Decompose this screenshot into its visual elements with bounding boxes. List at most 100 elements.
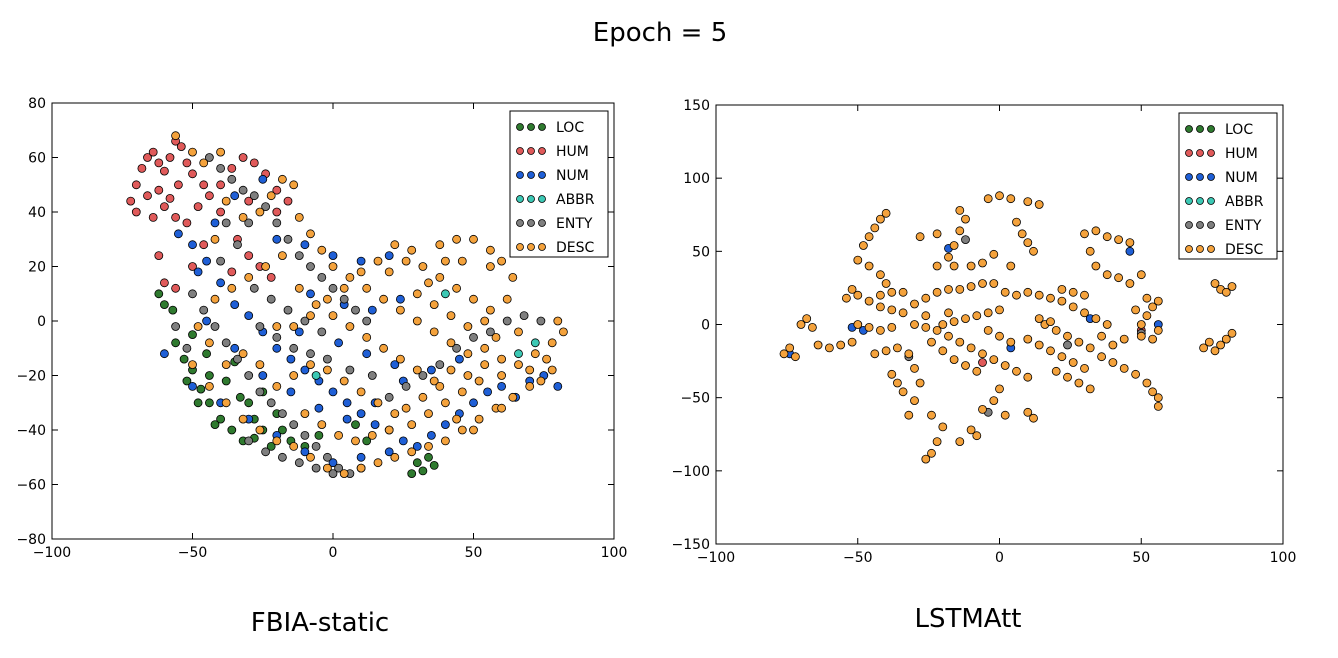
legend-marker-loc (527, 123, 535, 131)
data-point-num (370, 420, 380, 430)
data-point-loc (204, 398, 214, 408)
data-point-hum (216, 180, 226, 190)
data-point-desc (961, 314, 970, 324)
data-point-loc (221, 376, 231, 386)
y-tick-label: 40 (28, 205, 46, 221)
data-point-desc (983, 194, 993, 204)
data-point-loc (179, 354, 189, 364)
data-point-desc (1023, 334, 1033, 344)
data-point-loc (182, 376, 192, 386)
data-point-desc (547, 365, 557, 375)
data-point-desc (1091, 314, 1101, 324)
data-point-desc (289, 180, 299, 190)
data-point-hum (165, 193, 175, 203)
data-point-desc (418, 392, 428, 402)
legend-marker-num (538, 171, 546, 179)
data-point-hum (193, 202, 203, 212)
data-point-desc (1148, 302, 1157, 312)
data-point-desc (1148, 387, 1157, 397)
data-point-enty (328, 283, 338, 293)
data-point-hum (244, 196, 254, 206)
data-point-desc (1091, 226, 1101, 236)
data-point-hum (978, 358, 987, 367)
data-point-desc (938, 346, 948, 356)
data-point-desc (944, 284, 953, 294)
data-point-desc (300, 409, 310, 419)
legend-marker-loc (516, 123, 524, 131)
data-point-desc (921, 293, 931, 303)
data-point-desc (497, 354, 507, 364)
data-point-desc (379, 294, 389, 304)
data-point-hum (182, 158, 192, 168)
data-point-desc (1102, 232, 1112, 242)
data-point-desc (1210, 279, 1220, 288)
legend-marker-num (1196, 173, 1204, 181)
data-point-desc (1210, 346, 1220, 356)
data-point-hum (266, 272, 276, 282)
data-point-num (334, 338, 344, 348)
data-point-loc (412, 458, 422, 468)
data-point-num (159, 349, 169, 359)
data-point-hum (171, 212, 181, 222)
data-point-enty (345, 365, 355, 375)
legend-label-hum: HUM (556, 144, 589, 160)
legend-marker-enty (1185, 221, 1193, 229)
data-point-desc (989, 249, 999, 259)
data-point-num (553, 381, 563, 391)
data-point-hum (148, 147, 158, 157)
legend-marker-hum (527, 147, 535, 155)
data-point-desc (825, 343, 834, 353)
data-point-enty (266, 294, 276, 304)
data-point-hum (159, 278, 169, 288)
data-point-desc (785, 343, 795, 353)
legend-marker-desc (538, 243, 546, 251)
data-point-desc (836, 340, 846, 350)
data-point-desc (1023, 197, 1033, 207)
data-point-hum (227, 163, 237, 173)
data-point-desc (317, 245, 327, 255)
data-point-desc (1131, 305, 1140, 315)
data-point-desc (418, 262, 428, 271)
data-point-enty (289, 420, 299, 430)
data-point-enty (294, 251, 304, 261)
data-point-desc (893, 343, 902, 353)
data-point-desc (995, 384, 1004, 394)
data-point-desc (356, 387, 366, 397)
data-point-desc (289, 371, 299, 380)
data-point-hum (188, 262, 197, 271)
data-point-num (258, 371, 268, 380)
data-point-desc (272, 381, 282, 391)
data-point-desc (1017, 229, 1027, 239)
data-point-desc (446, 338, 456, 348)
data-point-desc (955, 226, 965, 236)
data-point-hum (272, 185, 282, 195)
data-point-num (395, 294, 405, 304)
data-point-desc (440, 436, 450, 446)
data-point-desc (401, 256, 411, 266)
data-point-desc (1085, 343, 1095, 353)
caption-right: LSTMAtt (914, 604, 1022, 634)
data-point-desc (983, 308, 993, 318)
data-point-desc (881, 346, 891, 356)
data-point-num (272, 343, 282, 353)
data-point-desc (474, 414, 484, 424)
data-point-enty (294, 458, 304, 468)
legend-marker-loc (1196, 125, 1204, 133)
data-point-desc (1216, 340, 1225, 350)
data-point-abbr (440, 289, 450, 299)
data-point-desc (244, 272, 254, 282)
data-point-desc (972, 311, 982, 321)
data-point-desc (1068, 287, 1078, 297)
data-point-num (367, 305, 377, 315)
data-point-desc (949, 241, 959, 250)
data-point-desc (1142, 378, 1152, 388)
data-point-desc (407, 447, 417, 457)
data-point-num (300, 240, 310, 250)
data-point-desc (1080, 308, 1089, 318)
data-point-enty (199, 305, 209, 315)
data-point-desc (1074, 337, 1084, 347)
data-point-enty (216, 256, 226, 266)
data-point-desc (508, 392, 518, 402)
data-point-desc (864, 232, 874, 242)
data-point-desc (339, 376, 349, 386)
